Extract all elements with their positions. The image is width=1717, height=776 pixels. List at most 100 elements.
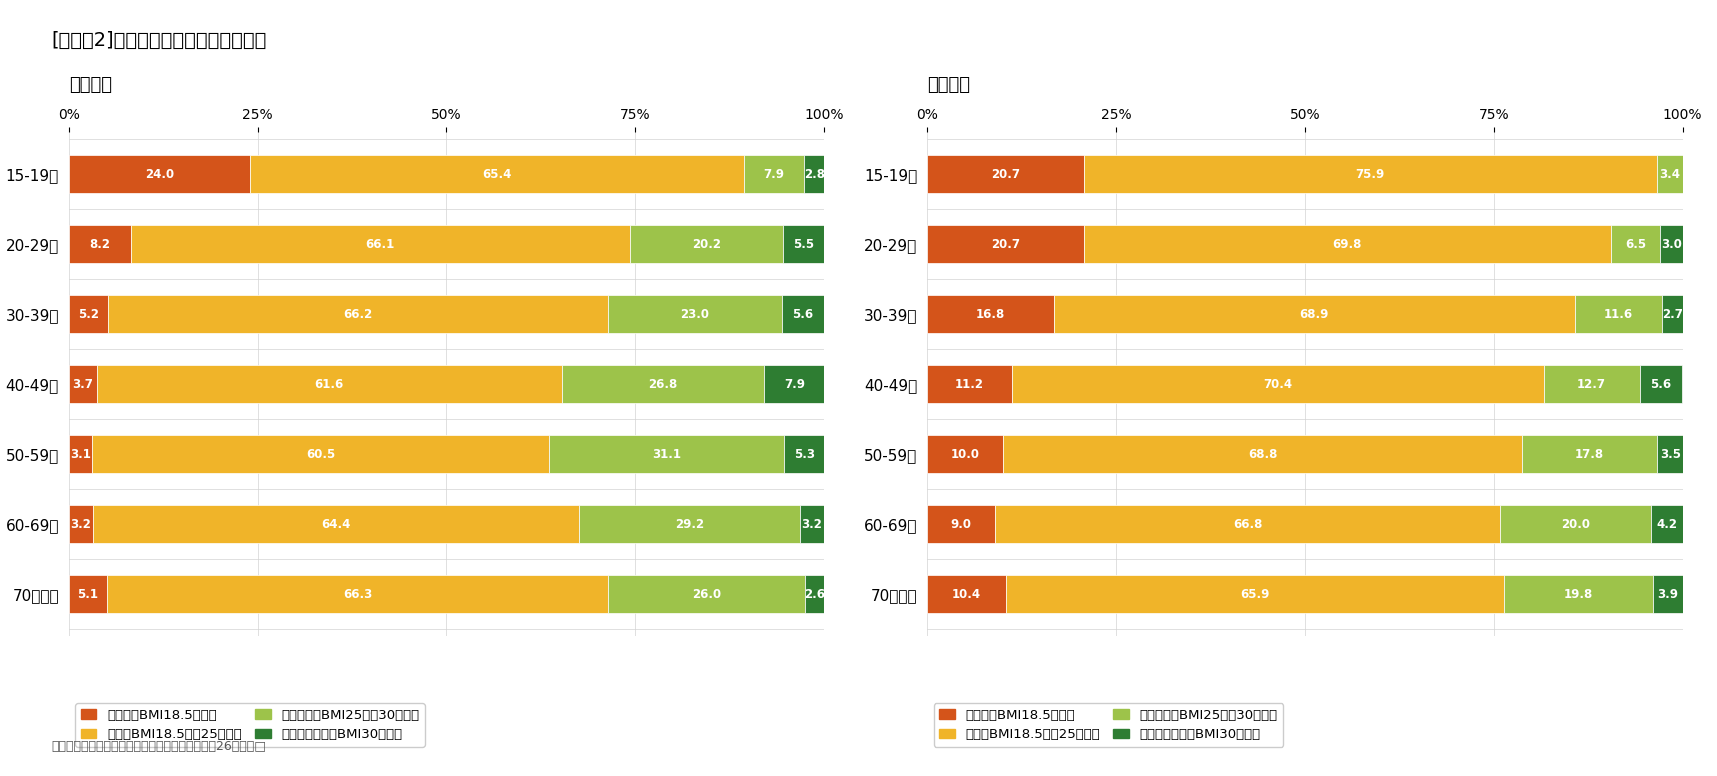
Text: 20.7: 20.7 <box>991 237 1020 251</box>
Bar <box>1006 575 1504 613</box>
Text: 7.9: 7.9 <box>785 378 805 390</box>
Text: 2.8: 2.8 <box>804 168 824 181</box>
Bar <box>927 365 1011 404</box>
Bar <box>93 435 549 473</box>
Text: 7.9: 7.9 <box>764 168 785 181</box>
Text: 66.2: 66.2 <box>343 307 373 320</box>
Text: 20.7: 20.7 <box>991 168 1020 181</box>
Text: 64.4: 64.4 <box>321 518 350 531</box>
Text: 3.9: 3.9 <box>1657 587 1679 601</box>
Bar <box>608 295 781 334</box>
Bar <box>927 155 1083 193</box>
Legend: 低体重（BMI18.5未満）, 普通（BMI18.5以上25未満）, 肥満１度（BMI25以上30未満）, 肥満２度以上（BMI30以上）: 低体重（BMI18.5未満）, 普通（BMI18.5以上25未満）, 肥満１度（… <box>934 704 1283 747</box>
Text: 29.2: 29.2 <box>675 518 704 531</box>
Bar <box>630 225 783 263</box>
Bar <box>1662 295 1683 334</box>
Bar <box>804 155 824 193</box>
Bar <box>69 505 93 543</box>
Text: 5.5: 5.5 <box>793 237 814 251</box>
Text: 3.2: 3.2 <box>802 518 822 531</box>
Text: 2.7: 2.7 <box>1662 307 1683 320</box>
Bar <box>1054 295 1574 334</box>
Text: 3.0: 3.0 <box>1660 237 1681 251</box>
Text: 4.2: 4.2 <box>1657 518 1678 531</box>
Bar <box>781 295 824 334</box>
Bar <box>764 365 824 404</box>
Bar <box>1011 365 1544 404</box>
Text: 2.6: 2.6 <box>804 587 824 601</box>
Text: 9.0: 9.0 <box>951 518 972 531</box>
Bar <box>108 295 608 334</box>
Bar <box>927 505 996 543</box>
Bar <box>69 365 96 404</box>
Bar <box>549 435 785 473</box>
Bar <box>1544 365 1640 404</box>
Text: 11.6: 11.6 <box>1604 307 1633 320</box>
Bar <box>1523 435 1657 473</box>
Bar <box>1003 435 1523 473</box>
Text: 65.9: 65.9 <box>1240 587 1269 601</box>
Text: 61.6: 61.6 <box>314 378 343 390</box>
Bar <box>93 505 579 543</box>
Text: 24.0: 24.0 <box>144 168 173 181</box>
Bar <box>561 365 764 404</box>
Text: 【男性】: 【男性】 <box>69 76 112 94</box>
Text: 6.5: 6.5 <box>1624 237 1647 251</box>
Text: 3.7: 3.7 <box>72 378 93 390</box>
Bar <box>1083 225 1611 263</box>
Text: 3.2: 3.2 <box>70 518 91 531</box>
Text: 【女性】: 【女性】 <box>927 76 970 94</box>
Text: 10.0: 10.0 <box>951 448 979 461</box>
Text: 3.1: 3.1 <box>70 448 91 461</box>
Text: 3.5: 3.5 <box>1660 448 1681 461</box>
Text: 3.4: 3.4 <box>1659 168 1681 181</box>
Text: 10.4: 10.4 <box>951 587 980 601</box>
Bar <box>1660 225 1683 263</box>
Bar <box>1611 225 1660 263</box>
Text: 75.9: 75.9 <box>1356 168 1386 181</box>
Text: 19.8: 19.8 <box>1564 587 1593 601</box>
Bar <box>69 295 108 334</box>
Text: 5.6: 5.6 <box>793 307 814 320</box>
Bar <box>743 155 804 193</box>
Bar <box>608 575 805 613</box>
Bar <box>1504 575 1653 613</box>
Text: 66.8: 66.8 <box>1233 518 1262 531</box>
Text: 12.7: 12.7 <box>1578 378 1605 390</box>
Bar <box>1640 365 1683 404</box>
Text: 68.9: 68.9 <box>1300 307 1329 320</box>
Bar <box>927 435 1003 473</box>
Bar <box>69 575 106 613</box>
Bar <box>927 575 1006 613</box>
Text: 20.2: 20.2 <box>692 237 721 251</box>
Text: 5.2: 5.2 <box>77 307 100 320</box>
Bar <box>927 225 1083 263</box>
Text: 60.5: 60.5 <box>306 448 335 461</box>
Bar <box>130 225 630 263</box>
Text: 66.1: 66.1 <box>366 237 395 251</box>
Text: [図表－2]　性・年齢別のＢＭＩの状況: [図表－2] 性・年齢別のＢＭＩの状況 <box>52 31 266 50</box>
Bar <box>1653 575 1683 613</box>
Bar <box>805 575 824 613</box>
Text: 5.3: 5.3 <box>793 448 814 461</box>
Bar <box>996 505 1501 543</box>
Text: 20.0: 20.0 <box>1561 518 1590 531</box>
Bar <box>1652 505 1683 543</box>
Text: 69.8: 69.8 <box>1332 237 1362 251</box>
Text: 5.6: 5.6 <box>1650 378 1671 390</box>
Text: 26.0: 26.0 <box>692 587 721 601</box>
Bar <box>783 225 824 263</box>
Text: 16.8: 16.8 <box>975 307 1004 320</box>
Bar <box>1657 435 1683 473</box>
Bar <box>69 435 93 473</box>
Bar <box>251 155 743 193</box>
Text: 5.1: 5.1 <box>77 587 98 601</box>
Text: 70.4: 70.4 <box>1264 378 1293 390</box>
Text: 26.8: 26.8 <box>649 378 678 390</box>
Bar <box>800 505 824 543</box>
Bar <box>927 295 1054 334</box>
Bar <box>106 575 608 613</box>
Text: 23.0: 23.0 <box>680 307 709 320</box>
Bar <box>96 365 561 404</box>
Text: 11.2: 11.2 <box>955 378 984 390</box>
